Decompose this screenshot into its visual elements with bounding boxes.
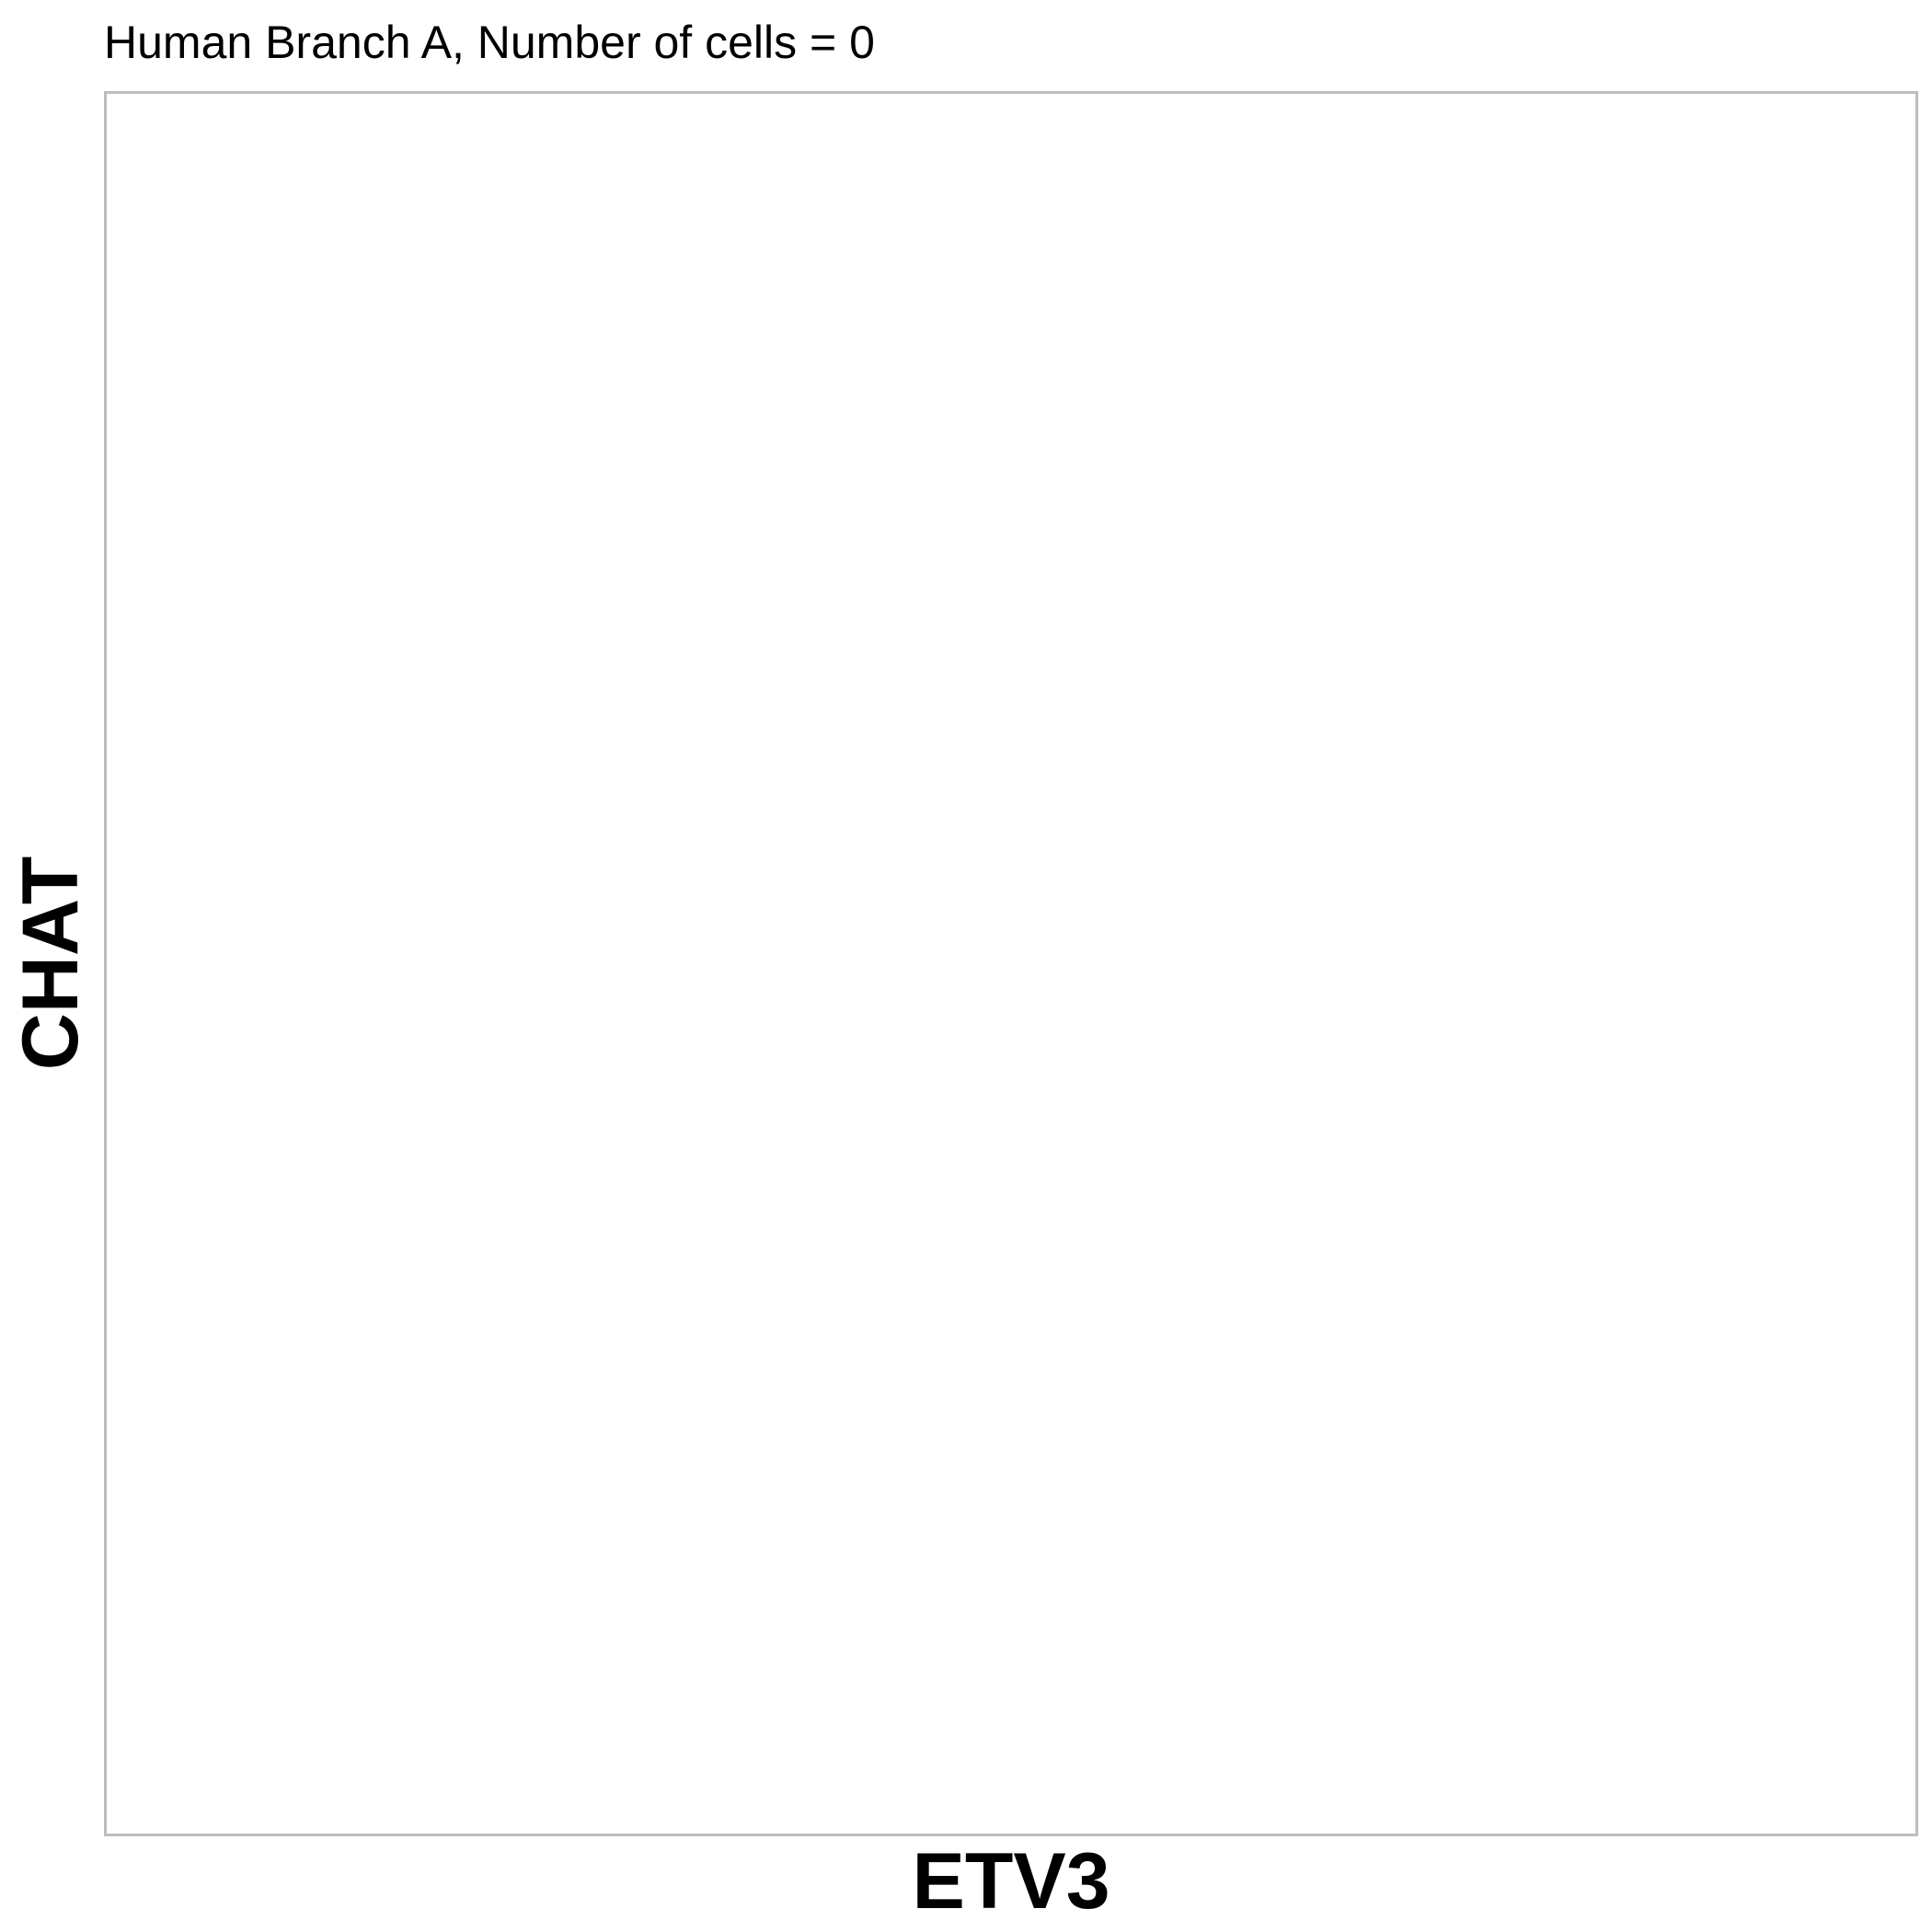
chart-title: Human Branch A, Number of cells = 0 bbox=[104, 17, 875, 68]
scatter-points-layer bbox=[107, 94, 1915, 1834]
plot-panel bbox=[104, 91, 1918, 1836]
x-axis-label: ETV3 bbox=[912, 1837, 1110, 1926]
y-axis-label: CHAT bbox=[6, 856, 95, 1071]
